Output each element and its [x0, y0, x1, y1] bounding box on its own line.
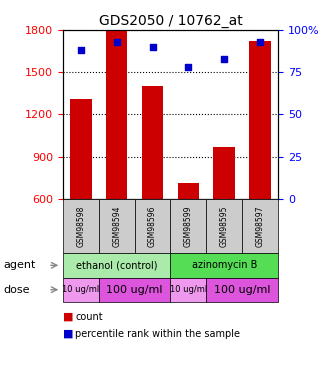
Text: GSM98597: GSM98597: [256, 205, 264, 247]
Point: [78, 47, 83, 53]
Text: ■: ■: [63, 312, 73, 322]
Bar: [70, 99, 92, 199]
Bar: [178, 183, 199, 199]
Text: percentile rank within the sample: percentile rank within the sample: [75, 329, 240, 339]
Point: [114, 39, 119, 45]
Text: 100 ug/ml: 100 ug/ml: [106, 285, 163, 295]
Text: GSM98598: GSM98598: [76, 205, 85, 247]
Point: [186, 64, 191, 70]
Text: 10 ug/ml: 10 ug/ml: [170, 285, 207, 294]
Bar: [142, 86, 163, 199]
Title: GDS2050 / 10762_at: GDS2050 / 10762_at: [99, 13, 242, 28]
Bar: [213, 147, 235, 199]
Text: azinomycin B: azinomycin B: [192, 260, 257, 270]
Bar: [249, 41, 271, 199]
Text: ethanol (control): ethanol (control): [76, 260, 158, 270]
Bar: [106, 32, 127, 199]
Text: 100 ug/ml: 100 ug/ml: [214, 285, 270, 295]
Text: GSM98596: GSM98596: [148, 205, 157, 247]
Text: ■: ■: [63, 329, 73, 339]
Text: count: count: [75, 312, 103, 322]
Text: 10 ug/ml: 10 ug/ml: [62, 285, 99, 294]
Text: dose: dose: [3, 285, 30, 295]
Point: [258, 39, 263, 45]
Text: agent: agent: [3, 260, 36, 270]
Point: [221, 56, 227, 62]
Text: GSM98595: GSM98595: [220, 205, 229, 247]
Text: GSM98594: GSM98594: [112, 205, 121, 247]
Text: GSM98599: GSM98599: [184, 205, 193, 247]
Point: [150, 44, 155, 50]
